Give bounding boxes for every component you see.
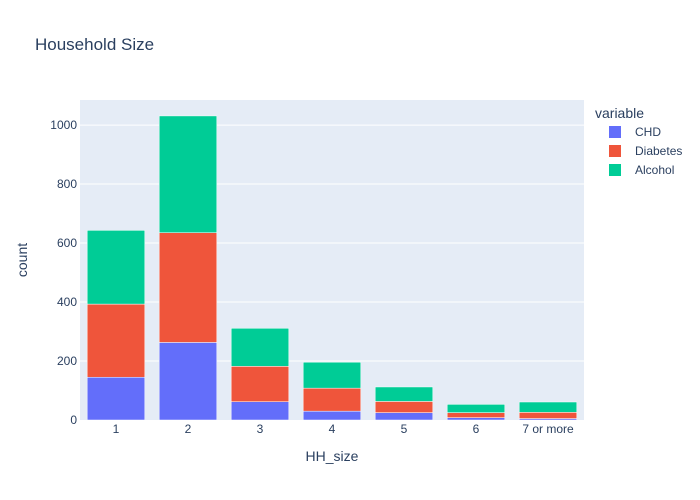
bar-chd-0	[86, 376, 146, 421]
y-tick-label: 0	[70, 413, 77, 427]
legend-title: variable	[595, 105, 644, 121]
bar-alcohol-5	[446, 404, 506, 413]
bar-alcohol-1	[158, 115, 218, 233]
bars	[86, 115, 578, 421]
y-tick-label: 400	[57, 295, 77, 309]
bar-diabetes-3	[302, 387, 362, 412]
bar-chd-3	[302, 410, 362, 421]
chart-title: Household Size	[35, 35, 154, 54]
bar-diabetes-2	[230, 366, 290, 402]
x-axis-title: HH_size	[306, 448, 359, 464]
bar-alcohol-0	[86, 230, 146, 305]
bar-chd-2	[230, 401, 290, 421]
x-tick-label: 7 or more	[522, 422, 574, 436]
bar-alcohol-2	[230, 328, 290, 367]
bar-diabetes-0	[86, 303, 146, 378]
bar-chd-5	[446, 417, 506, 421]
bar-diabetes-1	[158, 232, 218, 343]
bar-diabetes-6	[518, 412, 578, 419]
x-tick-labels: 1 2 3 4 5 6 7 or more	[113, 422, 574, 436]
legend-label-diabetes[interactable]: Diabetes	[635, 144, 682, 158]
bar-chd-1	[158, 342, 218, 421]
y-tick-labels: 0 200 400 600 800 1000	[50, 118, 77, 427]
legend-swatch-chd[interactable]	[609, 126, 621, 138]
x-tick-label: 6	[473, 422, 480, 436]
y-tick-label: 600	[57, 236, 77, 250]
bar-alcohol-6	[518, 401, 578, 413]
x-tick-label: 4	[329, 422, 336, 436]
legend-label-chd[interactable]: CHD	[635, 125, 661, 139]
bar-diabetes-5	[446, 412, 506, 418]
x-tick-label: 2	[185, 422, 192, 436]
bar-chd-4	[374, 412, 434, 421]
legend-swatch-alcohol[interactable]	[609, 164, 621, 176]
x-tick-label: 1	[113, 422, 120, 436]
x-tick-label: 3	[257, 422, 264, 436]
x-tick-label: 5	[401, 422, 408, 436]
legend-swatch-diabetes[interactable]	[609, 145, 621, 157]
bar-diabetes-4	[374, 401, 434, 413]
bar-alcohol-4	[374, 386, 434, 402]
legend-label-alcohol[interactable]: Alcohol	[635, 163, 674, 177]
y-tick-label: 1000	[50, 118, 77, 132]
bar-alcohol-3	[302, 361, 362, 389]
y-tick-label: 800	[57, 177, 77, 191]
y-axis-title: count	[14, 243, 30, 277]
legend: variable CHD Diabetes Alcohol	[595, 105, 682, 177]
y-tick-label: 200	[57, 354, 77, 368]
